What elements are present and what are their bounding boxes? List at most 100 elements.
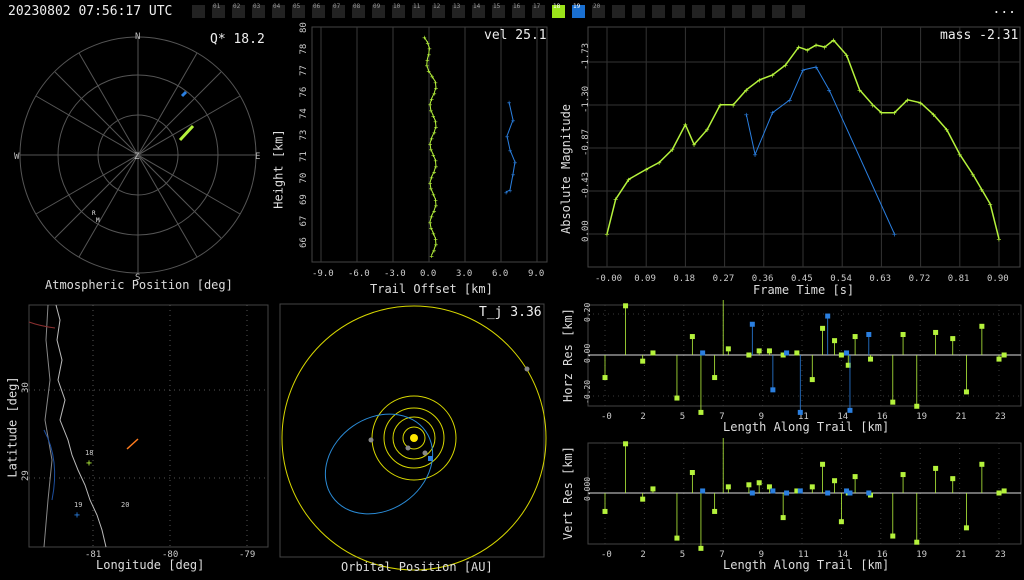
border-line [28,321,56,329]
station-toggle[interactable] [772,5,785,18]
station-label: 16 [513,3,521,10]
trail-point: + [511,171,515,179]
station-toggle[interactable]: 20 [592,3,605,18]
r-marker: R [92,210,96,217]
m-marker: M [96,217,100,224]
station-toggle[interactable]: 07 [332,3,345,18]
station-toggle[interactable] [632,5,645,18]
trail-point: + [507,99,511,107]
residual-point [914,403,920,409]
atmo-title: Atmospheric Position [deg] [45,278,233,292]
x-tick-label: 11 [798,412,809,422]
station-toggle[interactable]: 05 [292,3,305,18]
plot-frame [28,304,269,548]
station-toggle[interactable] [752,5,765,18]
x-tick-label: 0.54 [830,274,852,284]
residual-point [844,350,850,356]
x-tick-label: -0 [601,550,612,560]
station-toggle[interactable] [652,5,665,18]
station-toggle[interactable]: 12 [432,3,445,18]
residual-point [749,321,755,327]
residual-point [650,486,656,492]
lightcurve-line-18 [606,39,1000,240]
station-toggle[interactable]: 02 [232,3,245,18]
lightcurve-point: + [918,99,923,108]
station-toggle[interactable] [612,5,625,18]
x-tick-label: 0.72 [909,274,931,284]
station-toggle[interactable]: 16 [512,3,525,18]
vert-res-plot: -0 2 5 7 9 11 14 16 19 21 23 0.000 [583,429,1022,560]
x-tick-label: 16 [877,550,888,560]
station-toggle[interactable]: 06 [312,3,325,18]
lightcurve-point: + [683,121,688,130]
trail-point: + [429,213,433,221]
station-toggle[interactable]: 13 [452,3,465,18]
station-toggle[interactable] [792,5,805,18]
station-label: 02 [233,3,241,10]
station-toggle[interactable] [672,5,685,18]
residual-point [996,356,1002,362]
lightcurve-point: + [822,43,827,52]
residual-point [933,329,939,335]
height-panel: -9.0 -6.0 -3.0 0.0 3.0 6.0 9.0 66 67 69 70 71 73 74 76… [272,22,552,297]
station-label: 03 [253,3,261,10]
y-tick-label: 0.00 [581,220,591,242]
ground-track [126,438,139,450]
lightcurve-point: + [705,126,710,135]
station-toggle[interactable]: 18 [552,3,565,18]
station-toggle[interactable] [732,5,745,18]
x-tick-label: 0.18 [673,274,695,284]
y-tick-label: 69 [299,194,309,205]
residual-point [689,470,695,475]
station-toggle[interactable]: 09 [372,3,385,18]
trail-point: + [508,147,512,155]
station-toggle[interactable]: 04 [272,3,285,18]
trail-point: + [432,90,436,98]
planet-dot [368,437,374,443]
x-tick-label: -9.0 [312,269,334,279]
lightcurve-point: + [787,96,792,105]
horz-xtitle: Length Along Trail [km] [723,420,890,434]
station-toggle[interactable] [712,5,725,18]
residual-point [602,508,608,514]
station-toggle[interactable]: 03 [252,3,265,18]
station-label: 10 [393,3,401,10]
lightcurve-point: + [692,141,697,150]
residual-point [847,490,853,496]
lightcurve-point: + [805,46,810,55]
residual-point [852,474,858,480]
residual-point [725,346,731,352]
river-line [43,429,56,501]
lightcurve-point: + [718,101,723,110]
lightcurve-point: + [997,235,1002,244]
y-tick-label: 0.20 [583,303,592,322]
lightcurve-point: + [657,158,662,167]
station-toggle[interactable]: 11 [412,3,425,18]
residual-point [866,490,872,496]
x-tick-label: 7 [719,550,724,560]
station-label: 18 [85,449,93,457]
orbit-ring-1 [402,426,426,450]
station-toggle[interactable] [692,5,705,18]
residual-point [845,362,851,368]
residual-point [780,515,786,521]
station-toggle[interactable]: 14 [472,3,485,18]
residual-point [933,465,939,471]
station-label: 09 [373,3,381,10]
station-label: 18 [553,3,561,10]
station-toggle[interactable]: 15 [492,3,505,18]
station-toggle[interactable]: 17 [532,3,545,18]
x-tick-label: 0.0 [420,269,436,279]
trail-point: + [430,174,434,182]
station-toggle[interactable] [192,5,205,18]
y-tick-label: -0.20 [583,380,592,404]
residual-point [689,334,695,340]
station-toggle[interactable]: 01 [212,3,225,18]
station-toggle[interactable]: 19 [572,3,585,18]
station-toggle[interactable]: 08 [352,3,365,18]
station-toggle[interactable]: 10 [392,3,405,18]
lightcurve-point: + [844,51,849,60]
lightcurve-point: + [879,109,884,118]
trail-point: + [505,133,509,141]
menu-button[interactable]: ... [992,2,1016,17]
